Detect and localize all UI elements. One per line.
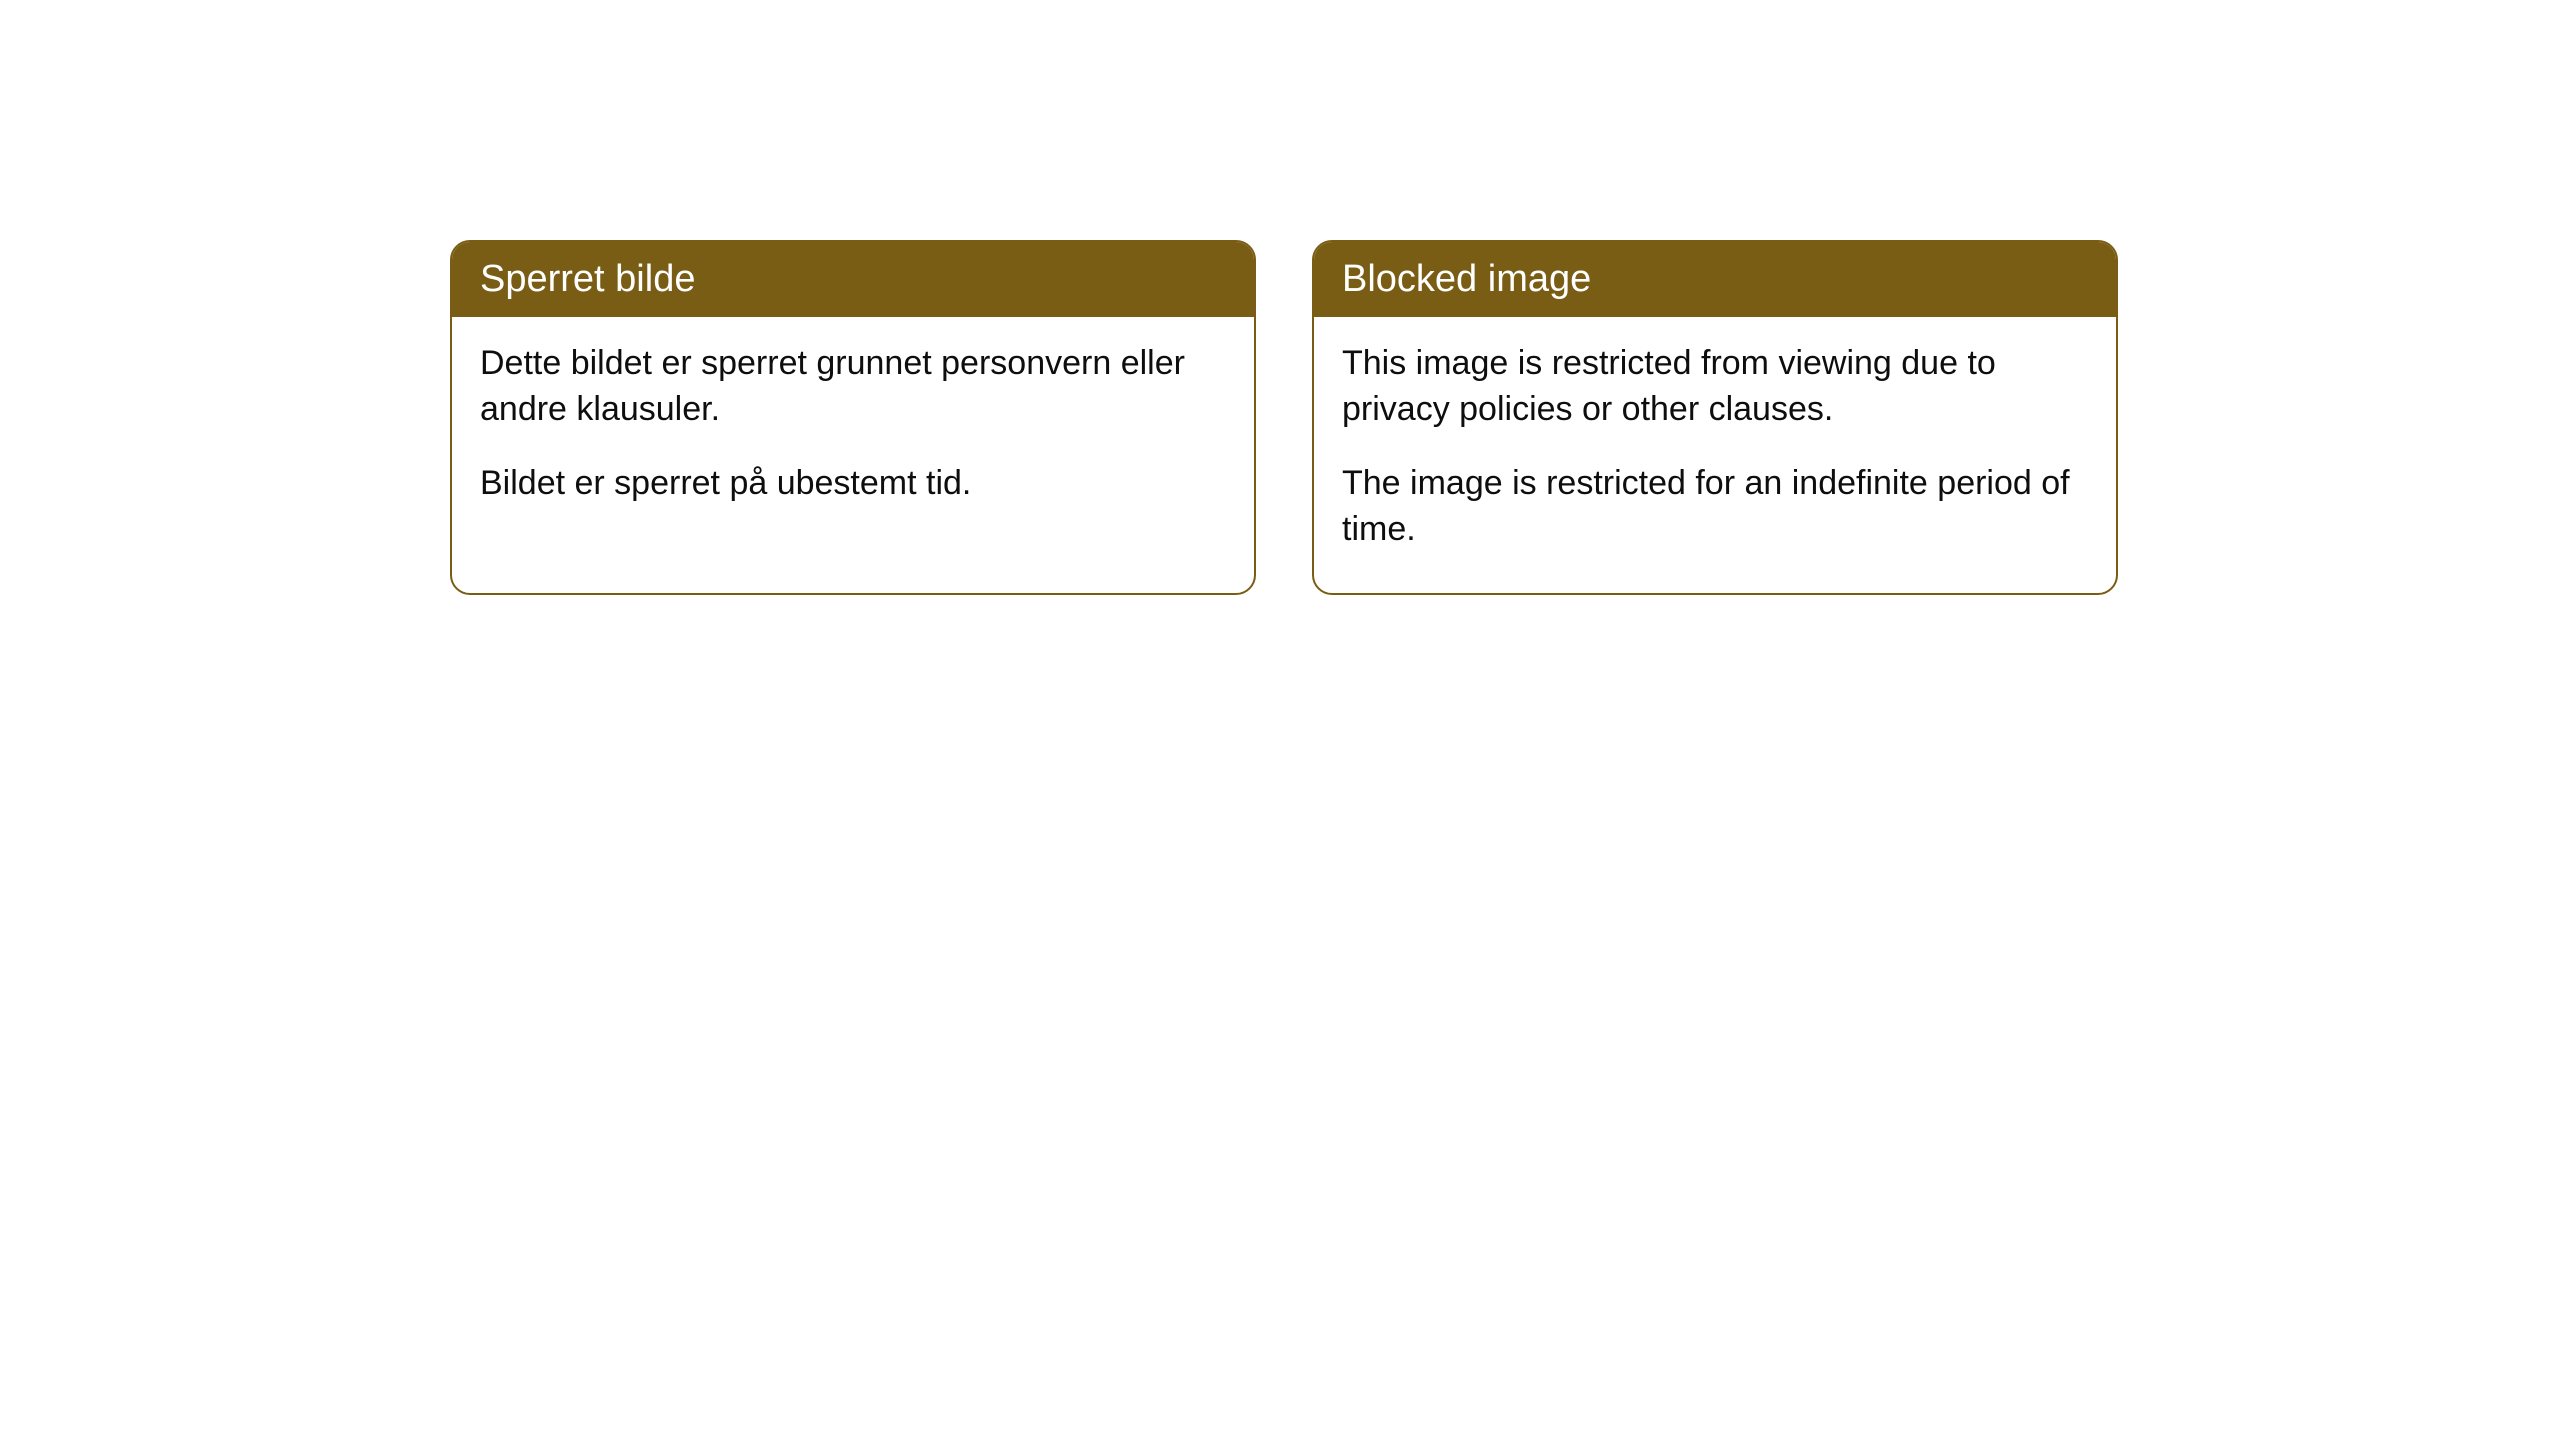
notice-paragraph: Dette bildet er sperret grunnet personve… <box>480 341 1226 433</box>
notice-paragraph: The image is restricted for an indefinit… <box>1342 461 2088 553</box>
card-header: Blocked image <box>1314 242 2116 317</box>
notice-paragraph: This image is restricted from viewing du… <box>1342 341 2088 433</box>
notice-container: Sperret bilde Dette bildet er sperret gr… <box>450 240 2118 595</box>
notice-card-norwegian: Sperret bilde Dette bildet er sperret gr… <box>450 240 1256 595</box>
notice-paragraph: Bildet er sperret på ubestemt tid. <box>480 461 1226 507</box>
card-body: Dette bildet er sperret grunnet personve… <box>452 317 1254 547</box>
card-header: Sperret bilde <box>452 242 1254 317</box>
notice-card-english: Blocked image This image is restricted f… <box>1312 240 2118 595</box>
card-body: This image is restricted from viewing du… <box>1314 317 2116 593</box>
